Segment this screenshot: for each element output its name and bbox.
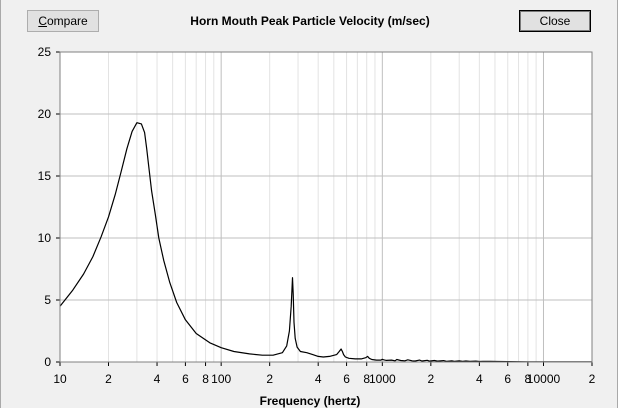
- series-line: [59, 122, 592, 363]
- chart-title: Horn Mouth Peak Particle Velocity (m/sec…: [190, 14, 430, 28]
- x-tick-label: 100: [211, 372, 231, 386]
- plot-border: [59, 51, 593, 363]
- y-tick-label: 15: [38, 169, 52, 183]
- close-button-label: Close: [539, 14, 571, 28]
- window-frame-left: [0, 0, 1, 408]
- y-tick-label: 25: [38, 45, 52, 59]
- x-tick-label: 2: [105, 372, 112, 386]
- x-tick-label: 6: [343, 372, 350, 386]
- x-tick-label: 10000: [527, 372, 561, 386]
- x-tick-label: 8: [525, 372, 532, 386]
- x-tick-label: 4: [154, 372, 161, 386]
- x-tick-label: 2: [589, 372, 596, 386]
- compare-button-label: Compare: [38, 14, 88, 28]
- x-tick-label: 10: [53, 372, 67, 386]
- compare-button[interactable]: Compare: [27, 10, 99, 32]
- x-tick-label: 2: [266, 372, 273, 386]
- grid: [60, 52, 592, 362]
- plot-area: [59, 51, 593, 363]
- x-tick-label: 8: [202, 372, 209, 386]
- y-tick-label: 20: [38, 107, 52, 121]
- close-button[interactable]: Close: [519, 10, 591, 32]
- x-tick-label: 2: [427, 372, 434, 386]
- x-tick-label: 8: [363, 372, 370, 386]
- x-tick-label: 4: [315, 372, 322, 386]
- x-tick-label: 6: [504, 372, 511, 386]
- x-tick-label: 6: [182, 372, 189, 386]
- series-layer: [59, 122, 592, 363]
- y-axis-ticks: 0 5 10 15 20 25: [38, 45, 60, 369]
- y-tick-label: 10: [38, 231, 52, 245]
- x-tick-label: 4: [476, 372, 483, 386]
- y-tick-label: 5: [44, 293, 51, 307]
- y-tick-label: 0: [44, 355, 51, 369]
- x-axis-label: Frequency (hertz): [259, 394, 361, 408]
- x-tick-label: 1000: [369, 372, 396, 386]
